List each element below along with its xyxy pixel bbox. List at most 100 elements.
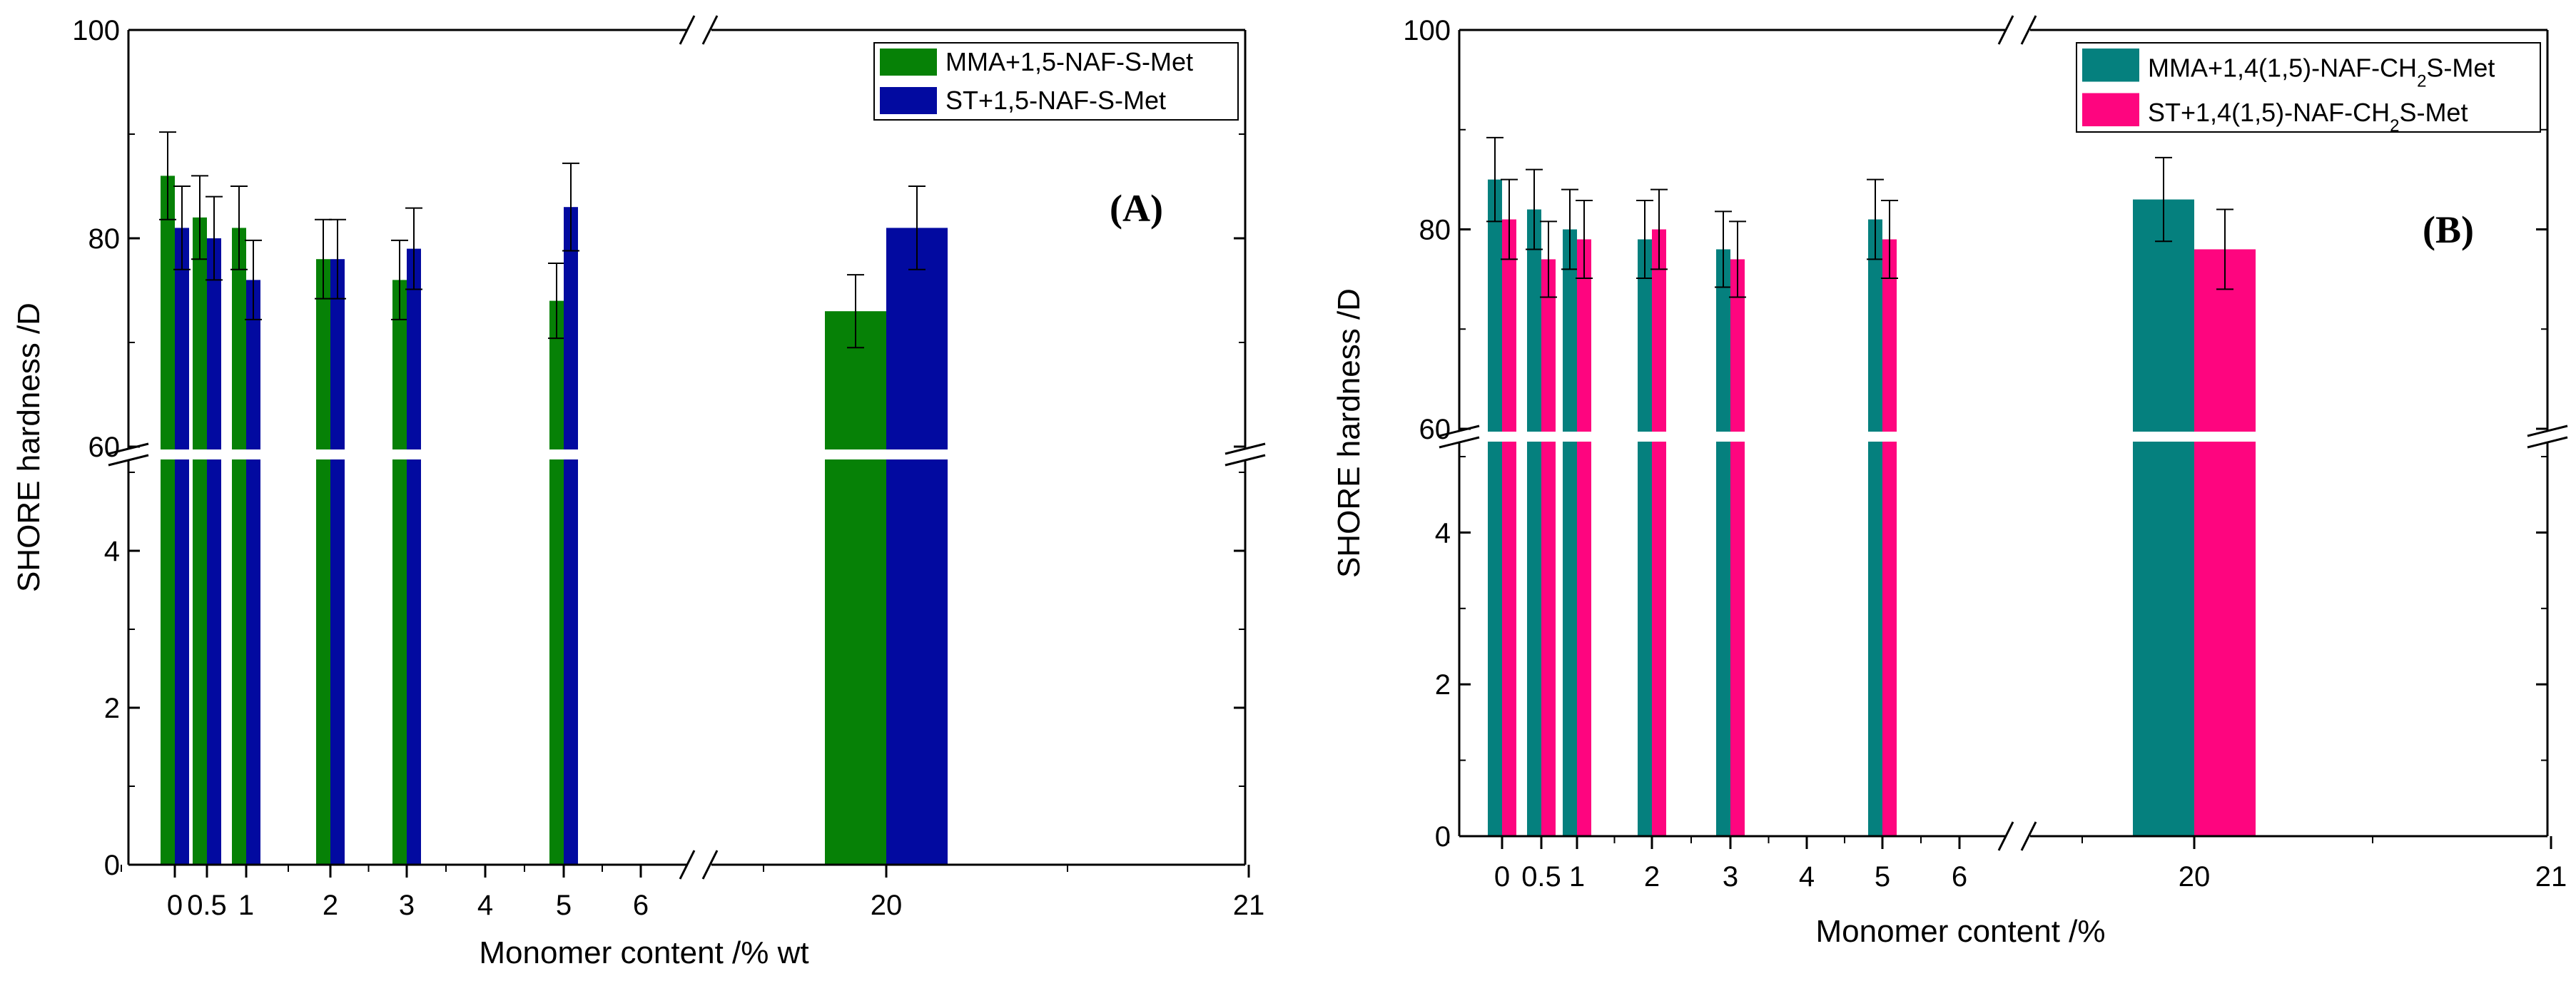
bar-series1: [1563, 229, 1577, 836]
x-tick-label: 6: [633, 890, 649, 921]
x-break-mark: [2020, 821, 2037, 851]
legend-box: [2076, 42, 2541, 133]
x-tick-label: 5: [1875, 861, 1890, 893]
panel-b: 60 80 100 0 2 4 0 0.5 1 2 3 4 5 6 20 21 SHORE hardness /…: [1332, 15, 2568, 949]
x-break-mark: [1997, 821, 2014, 851]
x-tick-label: 3: [1723, 861, 1738, 893]
bar-series1: [1488, 179, 1502, 836]
bar-series1: [549, 300, 564, 865]
bar-series2: [1577, 239, 1591, 837]
y-tick-label: 0: [104, 850, 120, 881]
x-tick-label: 21: [1233, 890, 1265, 921]
y-tick-label: 60: [88, 432, 121, 463]
y-axis-label: SHORE hardness /D: [1332, 288, 1366, 578]
x-tick-label: 21: [2535, 861, 2567, 893]
y-tick-label: 4: [1435, 517, 1451, 549]
y-break-mark: [1439, 436, 1480, 449]
bar-series1: [316, 259, 330, 865]
y-tick-label: 2: [1435, 669, 1451, 701]
y-break-mark: [1224, 454, 1266, 467]
x-tick-label: 1: [238, 890, 254, 921]
x-axis-label: Monomer content /%: [1816, 914, 2106, 949]
bar-series2: [407, 248, 421, 865]
y-tick-label: 4: [104, 536, 120, 567]
bar-series2: [1882, 239, 1897, 837]
y-break-mark: [1439, 425, 1480, 437]
bar-series2: [1730, 259, 1745, 836]
x-break-mark: [2020, 15, 2037, 45]
y-break-gap: [2543, 432, 2552, 442]
bar-series1: [825, 311, 886, 865]
bar-series2: [207, 238, 221, 865]
legend-label: ST+1,4(1,5)-NAF-CH2S-Met: [2148, 98, 2468, 136]
y-break-gap: [124, 449, 133, 459]
x-tick-label: 0: [1494, 861, 1510, 893]
x-tick-label: 3: [399, 890, 415, 921]
bar-series1: [161, 176, 175, 865]
legend-label: MMA+1,5-NAF-S-Met: [945, 47, 1193, 76]
x-tick-label: 20: [2179, 861, 2211, 893]
x-tick-label: 0: [167, 890, 183, 921]
y-break-mark: [2527, 425, 2568, 437]
bar-series1: [193, 217, 207, 865]
legend-swatch: [880, 49, 937, 76]
y-tick-label: 0: [1435, 821, 1451, 853]
y-break-mark: [108, 442, 149, 455]
panel-label: (A): [1110, 187, 1163, 230]
bar-series2: [1541, 259, 1556, 836]
x-tick-label: 1: [1569, 861, 1585, 893]
bar-series2: [886, 228, 948, 865]
legend-swatch: [880, 87, 937, 114]
bar-series2: [1652, 229, 1666, 836]
x-break-mark: [679, 850, 696, 880]
bar-series1: [2133, 199, 2194, 836]
y-break-mark: [108, 454, 149, 467]
legend-label: ST+1,5-NAF-S-Met: [945, 86, 1166, 115]
x-tick-label: 6: [1952, 861, 1967, 893]
axis-break-band: [114, 449, 1259, 459]
bar-series1: [1638, 239, 1652, 837]
y-tick-label: 80: [1419, 215, 1451, 246]
bar-series2: [175, 228, 189, 865]
bar-series2: [330, 259, 345, 865]
bar-series2: [246, 280, 260, 865]
x-tick-label: 20: [871, 890, 903, 921]
axis-break-band: [1445, 432, 2562, 442]
y-tick-label: 100: [1403, 15, 1451, 46]
x-tick-label: 2: [323, 890, 338, 921]
y-break-gap: [1455, 432, 1464, 442]
panel-label: (B): [2423, 208, 2474, 251]
x-tick-label: 5: [556, 890, 572, 921]
bar-series2: [564, 207, 578, 865]
y-break-mark: [2527, 436, 2568, 449]
y-axis-label: SHORE hardness /D: [11, 303, 46, 592]
bar-series1: [392, 280, 407, 865]
legend-swatch: [2082, 93, 2139, 126]
x-break-mark: [701, 850, 719, 880]
x-break-mark: [679, 15, 696, 45]
x-tick-label: 4: [477, 890, 493, 921]
legend-label: MMA+1,4(1,5)-NAF-CH2S-Met: [2148, 54, 2495, 91]
bar-series2: [1502, 219, 1516, 836]
y-tick-label: 2: [104, 693, 120, 724]
x-break-mark: [1997, 15, 2014, 45]
y-tick-label: 100: [72, 15, 120, 46]
bar-series1: [1868, 219, 1882, 836]
bar-series1: [1527, 209, 1541, 836]
x-tick-label: 0.5: [187, 890, 227, 921]
x-break-mark: [701, 15, 719, 45]
y-break-gap: [1241, 449, 1249, 459]
y-tick-label: 60: [1419, 414, 1451, 445]
x-tick-label: 4: [1799, 861, 1815, 893]
bar-series1: [1716, 249, 1730, 836]
bar-series1: [232, 228, 246, 865]
y-break-mark: [1224, 442, 1266, 455]
legend-swatch: [2082, 49, 2139, 82]
y-tick-label: 80: [88, 223, 121, 255]
x-tick-label: 2: [1644, 861, 1660, 893]
x-axis-label: Monomer content /% wt: [479, 935, 808, 970]
x-tick-label: 0.5: [1521, 861, 1561, 893]
